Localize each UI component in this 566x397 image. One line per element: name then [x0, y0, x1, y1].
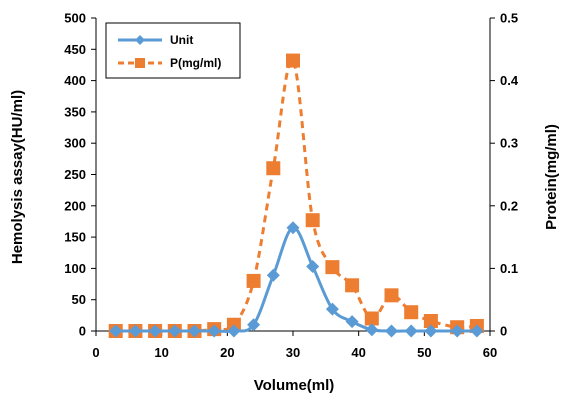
y-right-tick-label: 0.3: [500, 136, 518, 151]
protein-point: [305, 213, 320, 228]
unit-point: [404, 324, 418, 338]
unit-line: [115, 226, 477, 333]
protein-point: [384, 288, 399, 303]
legend: Unit P(mg/ml): [105, 22, 241, 79]
x-tick-label: 20: [220, 345, 234, 360]
y-left-tick-label: 400: [64, 73, 86, 88]
unit-point: [168, 324, 182, 338]
y-left-tick-label: 150: [64, 230, 86, 245]
unit-point: [207, 324, 221, 338]
y-right-tick-labels: 0 0.1 0.2 0.3 0.4 0.5: [500, 11, 519, 339]
unit-point: [365, 323, 379, 337]
series-unit: [109, 221, 484, 338]
legend-protein-label: P(mg/ml): [170, 56, 221, 70]
unit-point: [188, 324, 201, 338]
x-tick-label: 60: [483, 345, 497, 360]
series-layer: [108, 53, 484, 338]
y-left-tick-label: 450: [64, 42, 86, 57]
y-right-tick-label: 0.5: [500, 11, 518, 26]
unit-point: [424, 324, 438, 338]
protein-point: [404, 305, 419, 320]
protein-point: [266, 161, 281, 176]
y-right-tick-label: 0.2: [500, 198, 518, 213]
unit-point: [306, 260, 320, 274]
x-tick-label: 50: [417, 345, 431, 360]
protein-point: [423, 313, 438, 328]
protein-point: [364, 311, 379, 326]
x-tick-label: 0: [92, 345, 99, 360]
x-tick-label: 10: [154, 345, 168, 360]
y-left-tick-labels: 0 50 100 150 200 250 300 350 400 450 500: [64, 11, 86, 339]
x-tick-label: 30: [286, 345, 300, 360]
legend-protein-marker: [135, 58, 145, 68]
y-right-tick-label: 0: [500, 324, 507, 339]
unit-point: [227, 324, 241, 338]
y-left-tick-label: 350: [64, 104, 86, 119]
y-right-tick-label: 0.1: [500, 261, 518, 276]
series-protein: [108, 53, 484, 338]
unit-point: [385, 324, 398, 338]
x-tick-labels: 0 10 20 30 40 50 60: [92, 345, 497, 360]
unit-point: [450, 324, 464, 338]
protein-line: [115, 58, 478, 333]
x-tick-label: 40: [351, 345, 365, 360]
protein-point: [246, 273, 261, 288]
x-axis-label: Volume(ml): [254, 377, 335, 394]
y-left-axis-label: Hemolysis assay(HU/ml): [9, 90, 26, 264]
y-left-tick-label: 200: [64, 198, 86, 213]
unit-point: [325, 302, 339, 316]
y-left-tick-label: 250: [64, 167, 86, 182]
unit-point: [470, 324, 484, 338]
unit-point: [286, 221, 300, 235]
y-right-tick-label: 0.4: [500, 73, 519, 88]
legend-unit-marker: [135, 35, 145, 45]
unit-point: [128, 324, 142, 338]
y-left-tick-label: 50: [72, 292, 86, 307]
legend-box: [105, 22, 241, 79]
y-right-axis-label: Protein(mg/ml): [543, 124, 560, 230]
y-left-tick-label: 100: [64, 261, 86, 276]
unit-point: [345, 315, 359, 329]
unit-point: [148, 324, 162, 338]
unit-point: [109, 324, 123, 338]
y-left-tick-label: 500: [64, 11, 86, 26]
protein-point: [286, 53, 300, 68]
protein-point: [325, 260, 340, 275]
unit-point: [247, 318, 261, 332]
protein-point: [345, 278, 360, 293]
y-left-tick-label: 300: [64, 136, 86, 151]
unit-point: [266, 268, 280, 282]
legend-unit-label: Unit: [170, 33, 193, 47]
y-left-tick-label: 0: [79, 324, 86, 339]
